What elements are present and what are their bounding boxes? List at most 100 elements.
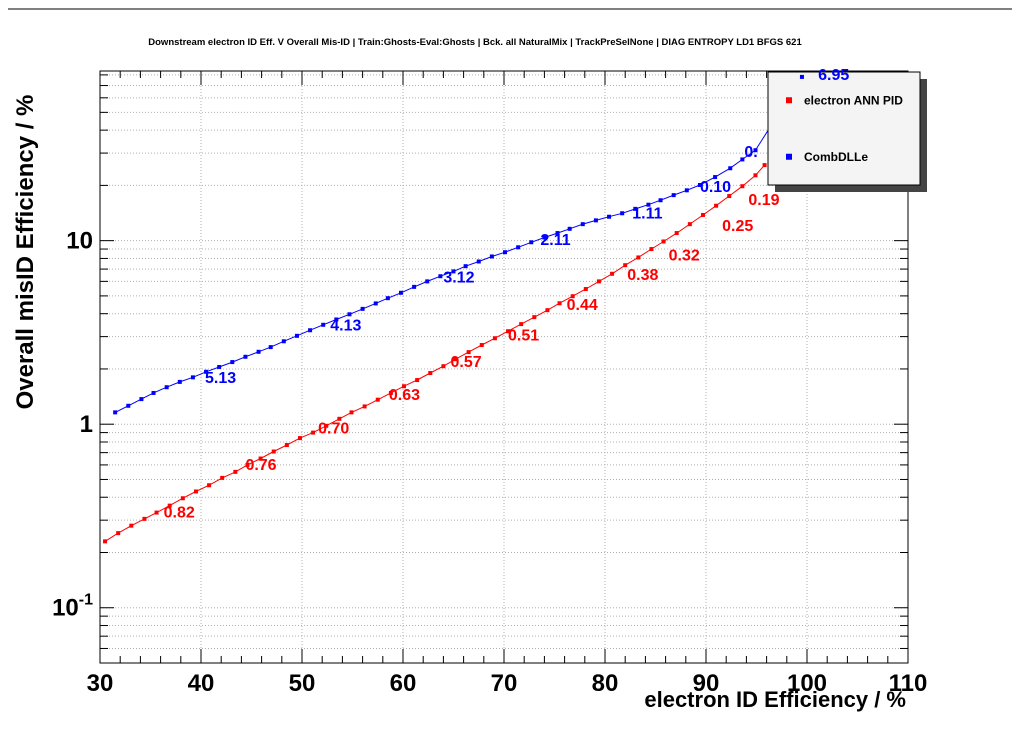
series-layer (103, 74, 804, 544)
data-marker (233, 469, 238, 474)
data-marker (762, 163, 767, 168)
data-marker (649, 247, 654, 252)
point-label: 0.70 (318, 420, 349, 437)
data-marker (193, 489, 198, 494)
data-marker (297, 436, 302, 441)
data-marker (503, 250, 508, 255)
data-marker (463, 264, 468, 269)
data-marker (402, 384, 407, 389)
data-marker (347, 312, 352, 317)
point-label: 0.57 (450, 354, 481, 371)
point-label: 0.19 (748, 192, 779, 209)
data-marker (623, 263, 628, 268)
data-marker (425, 279, 430, 284)
data-marker (103, 539, 108, 544)
data-marker (753, 148, 758, 153)
data-marker (294, 333, 299, 338)
data-marker (713, 175, 718, 180)
data-marker (476, 259, 481, 264)
data-marker (271, 449, 276, 454)
data-marker (728, 166, 733, 171)
y-tick-label: 10-1 (52, 592, 93, 622)
x-tick-label: 40 (188, 670, 215, 697)
series-combdlle (113, 74, 804, 415)
data-marker (516, 245, 521, 250)
data-marker (113, 410, 118, 415)
point-label: 0.44 (567, 297, 598, 314)
point-labels-layer: 0.82 0.76 0.70 0.63 0.57 0.51 0.44 0.38 0.32 0.25… (164, 67, 850, 522)
data-marker (727, 194, 732, 199)
x-tick-label: 60 (390, 670, 417, 697)
data-marker (151, 390, 156, 395)
legend: electron ANN PID CombDLLe (767, 71, 927, 192)
series-electron-ann-pid (103, 163, 767, 544)
data-marker (164, 385, 169, 390)
y-axis-title: Overall misID Efficiency / % (12, 95, 39, 410)
data-marker (204, 369, 209, 374)
plot-title: Downstream electron ID Eff. V Overall Mi… (148, 37, 802, 48)
legend-box (767, 71, 921, 186)
data-marker (360, 306, 365, 311)
legend-label: electron ANN PID (804, 93, 903, 107)
data-marker (126, 403, 131, 408)
y-tick-label: 1 (80, 411, 93, 438)
data-marker (116, 531, 121, 536)
x-tick-label: 80 (592, 670, 619, 697)
point-label: 0.25 (722, 218, 753, 235)
data-marker (139, 397, 144, 402)
data-marker (646, 202, 651, 207)
data-marker (633, 206, 638, 211)
data-marker (217, 364, 222, 369)
data-marker (154, 510, 159, 515)
data-marker (362, 404, 367, 409)
data-marker (529, 240, 534, 245)
x-axis-title: electron ID Efficiency / % (644, 687, 906, 712)
point-label: 0.32 (669, 248, 700, 265)
data-marker (492, 336, 497, 341)
data-marker (385, 296, 390, 301)
data-marker (700, 212, 705, 217)
data-marker (428, 371, 433, 376)
data-marker (580, 222, 585, 227)
data-marker (142, 516, 147, 521)
data-marker (220, 475, 225, 480)
x-tick-label: 30 (87, 670, 114, 697)
data-marker (636, 255, 641, 260)
data-marker (489, 254, 494, 259)
data-marker (349, 410, 354, 415)
legend-marker (786, 97, 792, 104)
data-marker (321, 322, 326, 327)
data-marker (268, 345, 273, 350)
x-tick-label: 110 (889, 670, 928, 697)
data-marker (593, 218, 598, 223)
x-tick-label: 70 (491, 670, 518, 697)
data-marker (167, 503, 172, 508)
point-label: 0. (744, 144, 757, 161)
data-marker (557, 301, 562, 306)
data-marker (243, 354, 248, 359)
legend-marker (786, 153, 792, 160)
data-marker (180, 496, 185, 501)
data-marker (674, 231, 679, 236)
point-label: 0.38 (627, 267, 658, 284)
data-marker (256, 349, 261, 354)
data-marker (311, 430, 316, 435)
point-label: 0.82 (164, 505, 195, 522)
point-label: 4.13 (330, 317, 361, 334)
x-tick-label: 90 (693, 670, 720, 697)
x-tick-label: 50 (289, 670, 316, 697)
data-marker (466, 350, 471, 355)
data-marker (545, 308, 550, 313)
data-marker (324, 423, 329, 428)
data-marker (177, 379, 182, 384)
data-marker (714, 203, 719, 208)
data-marker (258, 456, 263, 461)
point-label: 0.63 (389, 387, 420, 404)
data-marker (740, 157, 745, 162)
data-marker (555, 231, 560, 236)
data-marker (506, 329, 511, 334)
data-marker (570, 294, 575, 299)
data-marker (129, 523, 134, 528)
